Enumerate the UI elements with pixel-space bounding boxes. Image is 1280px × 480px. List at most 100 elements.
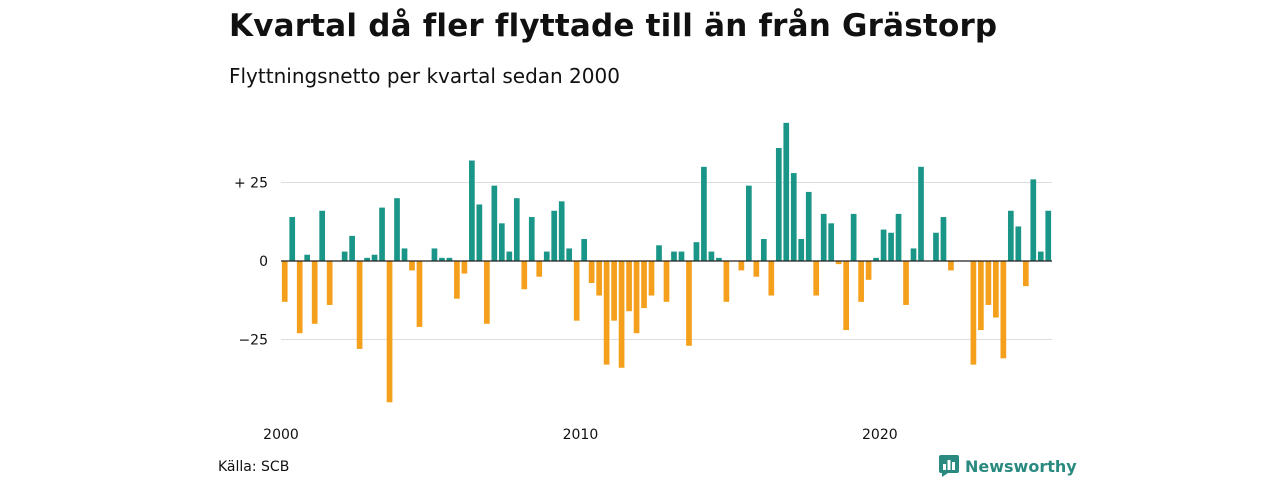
bar	[1045, 210, 1052, 261]
bar	[828, 223, 835, 261]
bar	[618, 261, 625, 368]
bar	[798, 239, 805, 261]
bar	[588, 261, 595, 283]
bar	[783, 122, 790, 261]
bar	[933, 232, 939, 261]
bar	[528, 217, 535, 261]
bar	[439, 257, 445, 261]
brand: Newsworthy	[939, 455, 1077, 477]
chart-title: Kvartal då fler flyttade till än från Gr…	[229, 8, 998, 44]
bar	[888, 232, 894, 261]
bar	[484, 261, 490, 324]
bar	[581, 239, 588, 261]
bar	[813, 261, 820, 296]
bar	[469, 160, 475, 261]
bar	[978, 261, 984, 331]
bar	[416, 261, 423, 327]
bar	[386, 261, 393, 403]
bar	[663, 261, 670, 302]
bar	[536, 261, 543, 277]
bar	[768, 261, 775, 296]
bar	[895, 213, 902, 261]
bar	[858, 261, 864, 302]
bar	[558, 201, 565, 261]
bar	[626, 261, 632, 312]
bar	[873, 257, 879, 261]
bar	[409, 261, 415, 271]
bar	[281, 261, 288, 302]
bar	[573, 261, 580, 321]
bar	[918, 166, 924, 261]
bar	[701, 166, 707, 261]
bar	[641, 261, 647, 309]
bar	[551, 210, 558, 261]
bar	[1007, 210, 1014, 261]
bar	[903, 261, 909, 305]
bar	[1022, 261, 1029, 287]
bar	[633, 261, 640, 334]
bar	[835, 261, 842, 265]
bar	[476, 204, 483, 261]
y-tick-label: −25	[238, 333, 268, 349]
bar	[753, 261, 760, 277]
bar	[993, 261, 999, 318]
bar	[603, 261, 610, 365]
bar	[1000, 261, 1007, 359]
bar	[648, 261, 655, 296]
chart-subtitle: Flyttningsnetto per kvartal sedan 2000	[229, 64, 620, 88]
bar	[506, 251, 513, 261]
x-tick-label: 2020	[862, 427, 898, 443]
bar	[738, 261, 745, 271]
bar	[760, 239, 767, 261]
bar	[686, 261, 692, 346]
bar	[693, 242, 700, 261]
bar	[865, 261, 872, 280]
bar	[843, 261, 849, 331]
bar	[671, 251, 677, 261]
bar	[566, 248, 573, 261]
bar	[543, 251, 550, 261]
bar	[521, 261, 528, 290]
bar	[341, 251, 348, 261]
y-tick-label: + 25	[234, 176, 268, 192]
bar	[656, 245, 662, 261]
x-tick-label: 2010	[563, 427, 599, 443]
bar	[356, 261, 363, 349]
bar	[513, 198, 520, 261]
bar	[364, 257, 370, 261]
y-tick-label: 0	[259, 254, 268, 270]
bar	[498, 223, 505, 261]
bar	[746, 185, 752, 261]
bars	[281, 122, 1052, 403]
bar	[289, 217, 296, 261]
bar	[948, 261, 954, 271]
bar	[716, 257, 722, 261]
bar	[708, 251, 715, 261]
bar	[775, 147, 782, 261]
bar	[820, 213, 827, 261]
source-note: Källa: SCB	[218, 459, 290, 475]
bar-chart: + 25 0 −25 2000 2010 2020	[234, 122, 1052, 443]
brand-name: Newsworthy	[965, 456, 1077, 476]
bar	[678, 251, 685, 261]
bar	[394, 198, 400, 261]
newsworthy-logo-icon	[939, 455, 959, 477]
bar	[461, 261, 468, 274]
bar	[1030, 179, 1037, 261]
bar	[940, 217, 947, 261]
bar	[850, 213, 857, 261]
bar	[349, 235, 355, 261]
bar	[379, 207, 385, 261]
bar	[970, 261, 977, 365]
bar	[446, 257, 453, 261]
bar	[1015, 226, 1022, 261]
bar	[805, 191, 812, 261]
bar	[985, 261, 992, 305]
bar	[790, 173, 797, 261]
bar	[326, 261, 333, 305]
bar	[401, 248, 408, 261]
bar	[1037, 251, 1044, 261]
bar	[431, 248, 438, 261]
bar	[454, 261, 460, 299]
bar	[304, 254, 311, 261]
